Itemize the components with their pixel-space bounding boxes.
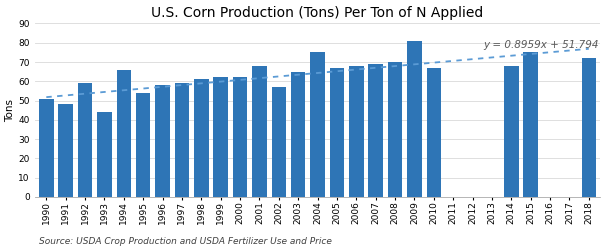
Bar: [582, 58, 596, 197]
Bar: [78, 83, 92, 197]
Bar: [310, 52, 325, 197]
Bar: [427, 68, 441, 197]
Text: y = 0.8959x + 51.794: y = 0.8959x + 51.794: [483, 40, 599, 50]
Bar: [155, 85, 170, 197]
Bar: [330, 68, 344, 197]
Bar: [252, 66, 267, 197]
Y-axis label: Tons: Tons: [5, 99, 16, 122]
Bar: [524, 52, 538, 197]
Bar: [291, 72, 305, 197]
Bar: [136, 93, 150, 197]
Bar: [271, 87, 286, 197]
Bar: [194, 79, 208, 197]
Bar: [368, 64, 383, 197]
Bar: [233, 78, 247, 197]
Title: U.S. Corn Production (Tons) Per Ton of N Applied: U.S. Corn Production (Tons) Per Ton of N…: [152, 5, 484, 20]
Bar: [213, 78, 228, 197]
Bar: [175, 83, 189, 197]
Bar: [39, 99, 53, 197]
Bar: [504, 66, 519, 197]
Text: Source: USDA Crop Production and USDA Fertilizer Use and Price: Source: USDA Crop Production and USDA Fe…: [39, 237, 332, 246]
Bar: [58, 104, 73, 197]
Bar: [97, 112, 112, 197]
Bar: [116, 70, 131, 197]
Bar: [349, 66, 364, 197]
Bar: [407, 41, 422, 197]
Bar: [388, 62, 402, 197]
